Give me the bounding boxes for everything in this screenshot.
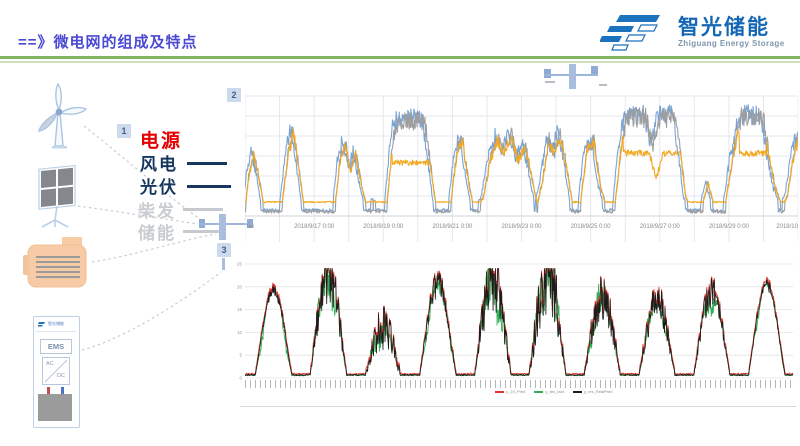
source-line-storage: [183, 230, 221, 233]
legend-swatch: [572, 390, 582, 393]
badge-2: 2: [227, 88, 241, 102]
source-line-pv: [187, 185, 231, 188]
top-busbar-node-right: [591, 66, 598, 75]
svg-text:5: 5: [239, 353, 242, 358]
legend-swatch: [534, 390, 544, 393]
svg-text:25: 25: [237, 262, 243, 267]
busbar-horizontal: [199, 223, 253, 225]
source-item-diesel: 柴发: [138, 202, 176, 221]
legend-label: y_res_RealPred: [583, 389, 613, 394]
company-logo: 智光储能 Zhiguang Energy Storage: [600, 8, 790, 56]
ems-converter-ac-label: AC: [46, 361, 54, 367]
svg-text:2018/9/23 0:00: 2018/9/23 0:00: [501, 224, 542, 230]
source-line-diesel: [183, 208, 223, 211]
header-divider-line: [0, 56, 800, 59]
source-line-wind: [187, 162, 227, 165]
svg-text:2018/9/25 0:00: 2018/9/25 0:00: [571, 224, 612, 230]
badge-1: 1: [117, 124, 131, 138]
svg-text:00: 00: [247, 224, 254, 230]
wind-turbine-icon: [38, 82, 88, 149]
busbar-stub: [222, 258, 225, 270]
power-source-heading: 电源: [140, 131, 183, 152]
source-item-wind: 风电: [140, 155, 178, 174]
ems-battery-block: [38, 394, 72, 421]
legend-item-real-black: y_res_RealPred: [572, 389, 613, 394]
logo-name: 智光储能: [678, 15, 770, 39]
svg-text:0: 0: [239, 376, 242, 381]
ems-mini-logo: 智光储能: [38, 321, 64, 327]
chart3-legend: y_24_Pred y_res_fact y_res_RealPred: [495, 389, 613, 394]
top-busbar-node-left: [544, 69, 551, 78]
ems-converter-dc-label: DC: [57, 373, 65, 379]
logo-subtitle: Zhiguang Energy Storage: [678, 38, 785, 48]
logo-mark-icon: [600, 15, 660, 51]
source-item-pv: 光伏: [140, 178, 178, 197]
diesel-generator-icon: [23, 237, 87, 288]
ems-mini-logo-text: 智光储能: [48, 321, 64, 326]
chart-generation-forecast: 25 20 15 10 5 0: [230, 250, 798, 410]
badge-3: 3: [217, 243, 231, 257]
source-item-storage: 储能: [138, 224, 176, 243]
ems-terminal-positive: [47, 387, 50, 394]
ems-converter-box: AC DC: [42, 357, 70, 385]
top-busbar-annotation-left: [545, 81, 555, 83]
legend-label: y_res_fact: [545, 389, 564, 394]
legend-item-forecast-red: y_24_Pred: [495, 389, 525, 394]
solar-panel-icon: [38, 164, 76, 228]
busbar-vertical: [219, 214, 226, 240]
svg-text:2018/9/21 0:00: 2018/9/21 0:00: [432, 224, 473, 230]
svg-text:15: 15: [237, 307, 243, 312]
ems-mini-logo-icon: [38, 322, 45, 327]
ems-unit-label: EMS: [40, 339, 72, 354]
slide-title: ==》微电网的组成及特点: [18, 34, 198, 51]
svg-text:20: 20: [237, 284, 243, 289]
top-busbar-annotation-right: [599, 84, 607, 86]
ems-terminal-negative: [61, 387, 64, 394]
svg-text:2018/10: 2018/10: [776, 224, 798, 230]
svg-text:2018/9/17 0:00: 2018/9/17 0:00: [294, 224, 335, 230]
chart3-bottom-rule: [240, 406, 796, 407]
svg-text:2018/9/29 0:00: 2018/9/29 0:00: [709, 224, 750, 230]
legend-label: y_24_Pred: [506, 389, 526, 394]
svg-text:10: 10: [237, 330, 243, 335]
chart3-dense-x-tick-labels: [245, 380, 793, 388]
header-divider-line-light: [0, 61, 800, 63]
svg-text:2018/9/19 0:00: 2018/9/19 0:00: [363, 224, 404, 230]
ems-divider: [35, 331, 76, 332]
chart-wind-output: 00 2018/9/17 0:00 2018/9/19 0:00 2018/9/21 …: [245, 92, 798, 250]
legend-swatch: [495, 390, 504, 393]
top-busbar-vertical: [569, 64, 576, 89]
svg-text:2018/9/27 0:00: 2018/9/27 0:00: [640, 224, 681, 230]
legend-item-fact-green: y_res_fact: [534, 389, 564, 394]
